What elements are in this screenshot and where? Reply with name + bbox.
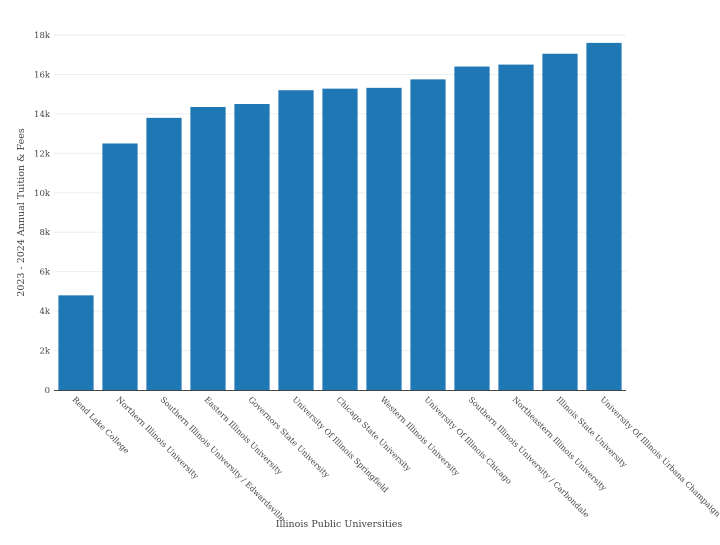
bar[interactable]: [102, 143, 138, 390]
bar[interactable]: [498, 64, 534, 390]
x-category-label: Governors State University: [247, 395, 332, 480]
bar[interactable]: [278, 90, 314, 390]
x-category-label: Western Illinois University: [379, 395, 462, 478]
x-category-label: University Of Illinois Springfield: [291, 395, 390, 494]
bar[interactable]: [322, 88, 358, 391]
x-axis-title: Illinois Public Universities: [276, 519, 403, 530]
bar[interactable]: [410, 79, 446, 390]
x-category-label: Eastern Illinois University: [203, 395, 285, 477]
bar[interactable]: [146, 117, 182, 390]
x-category-label: Illinois State University: [555, 395, 630, 470]
bar[interactable]: [58, 295, 94, 390]
y-tick-label: 14k: [34, 110, 51, 120]
x-category-label: University Of Illinois Chicago: [423, 395, 514, 486]
y-tick-label: 12k: [34, 149, 51, 159]
y-axis-title: 2023 - 2024 Annual Tuition & Fees: [16, 128, 27, 297]
y-tick-label: 16k: [34, 70, 51, 80]
y-tick-label: 8k: [39, 228, 50, 238]
y-axis-ticks: 0 2k 4k 6k 8k 10k 12k 14k 16k 18k: [34, 31, 51, 396]
y-tick-label: 6k: [39, 268, 50, 278]
bars: [58, 42, 622, 391]
y-tick-label: 4k: [39, 307, 50, 317]
x-category-label: Chicago State University: [335, 395, 413, 473]
bar[interactable]: [454, 66, 490, 391]
bar[interactable]: [190, 106, 226, 390]
x-category-label: Northern Illinois University: [115, 395, 201, 481]
bar[interactable]: [586, 42, 622, 391]
y-tick-label: 0: [45, 386, 50, 396]
bar[interactable]: [366, 87, 402, 390]
bar[interactable]: [234, 104, 270, 391]
y-tick-label: 10k: [34, 189, 51, 199]
y-tick-label: 18k: [34, 31, 51, 41]
bar[interactable]: [542, 53, 578, 390]
y-tick-label: 2k: [39, 347, 50, 357]
x-category-label: Northeastern Illinois University: [511, 395, 609, 493]
